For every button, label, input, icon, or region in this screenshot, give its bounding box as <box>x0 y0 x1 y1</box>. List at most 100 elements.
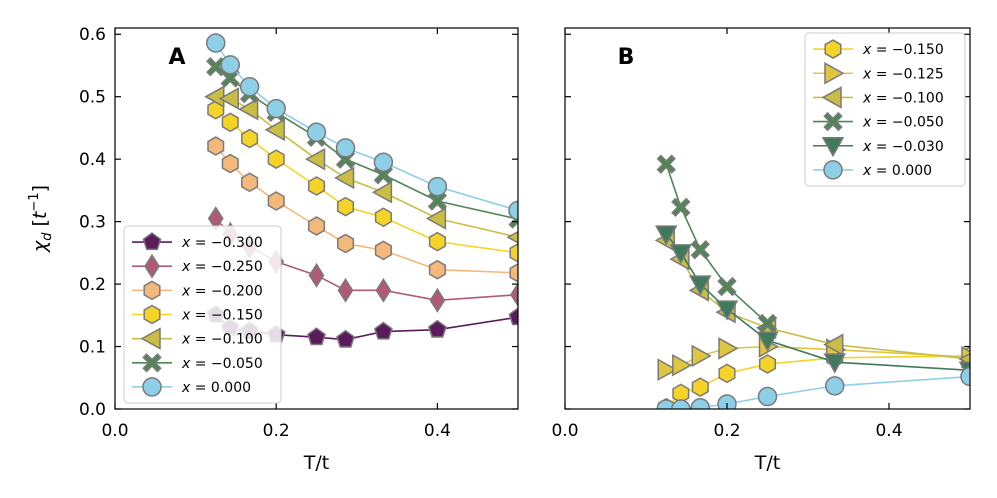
legend-label: x = −0.050 <box>181 356 263 372</box>
x-tick-label: 0.0 <box>551 421 578 441</box>
data-point <box>688 275 712 296</box>
data-point <box>267 191 285 211</box>
y-tick-label: 0.4 <box>79 150 106 170</box>
data-point <box>717 276 737 297</box>
series-line <box>665 233 970 372</box>
data-point <box>427 191 448 211</box>
data-point <box>267 149 285 170</box>
data-point <box>218 87 240 110</box>
legend: x = −0.150 x = −0.125 x = −0.100 x = −0.050… <box>804 32 966 187</box>
data-point <box>428 231 446 252</box>
data-point <box>221 153 239 174</box>
legend-entry: x = −0.100 <box>132 327 263 350</box>
data-point <box>241 128 259 149</box>
data-point <box>337 277 354 303</box>
data-point <box>757 386 778 407</box>
data-point <box>307 216 326 236</box>
data-point <box>206 33 226 53</box>
data-point <box>307 176 326 196</box>
data-point <box>241 172 259 193</box>
data-point <box>508 307 518 326</box>
data-point <box>308 262 325 288</box>
y-tick-label: 0.5 <box>79 88 106 108</box>
data-point <box>691 377 709 398</box>
axes-frame <box>564 27 971 410</box>
legend-entry: x = −0.125 <box>813 61 944 85</box>
legend-marker <box>142 377 162 397</box>
data-point <box>691 344 712 368</box>
legend: x = −0.300 x = −0.250 x = −0.200 x = −0.150… <box>123 225 282 404</box>
x-axis-label: T/t <box>754 452 780 474</box>
series-line <box>665 355 970 409</box>
panel-a: 0.0 0.2 0.4 0.0 0.1 0.2 0.3 0.4 0.5 0.6 T/t χd [t−1… <box>27 25 519 474</box>
series-6 <box>206 33 518 221</box>
legend-entry: x = −0.100 <box>813 86 944 109</box>
legend-label: x = −0.250 <box>181 259 263 275</box>
y-tick-label: 0.3 <box>79 213 106 233</box>
legend-entry: x = 0.000 <box>813 160 932 180</box>
data-point <box>207 136 225 156</box>
data-point <box>657 358 678 381</box>
data-point <box>717 394 737 409</box>
data-point <box>335 138 356 158</box>
y-tick-label: 0.6 <box>79 25 106 45</box>
data-point <box>715 300 739 321</box>
series-line <box>666 345 970 371</box>
data-point <box>336 329 355 348</box>
data-point <box>239 76 260 97</box>
legend-entry: x = −0.050 <box>132 353 263 373</box>
data-point <box>758 354 777 374</box>
plot-area <box>204 33 518 348</box>
data-point <box>509 262 518 283</box>
series-3 <box>207 99 518 263</box>
data-point <box>757 313 778 334</box>
legend-box <box>804 32 966 187</box>
data-point <box>671 399 691 409</box>
data-point <box>220 68 240 88</box>
data-point <box>266 98 286 119</box>
legend-marker <box>143 280 161 301</box>
data-point <box>506 230 518 244</box>
panel-label: B <box>618 45 635 70</box>
legend-label: x = 0.000 <box>181 380 251 396</box>
data-point <box>718 337 739 360</box>
x-tick-label: 0.2 <box>713 421 740 441</box>
series-1 <box>657 335 970 381</box>
data-point <box>375 277 392 303</box>
data-point <box>427 319 447 338</box>
series-line <box>215 95 518 239</box>
data-point <box>373 152 394 173</box>
legend-marker <box>821 137 845 158</box>
series-2 <box>207 136 518 283</box>
legend-entry: x = −0.250 <box>132 253 263 279</box>
data-point <box>654 225 678 246</box>
data-point <box>373 321 393 340</box>
legend-box <box>123 225 282 404</box>
legend-label: x = −0.300 <box>181 235 263 251</box>
legend-marker <box>821 86 842 109</box>
series-4 <box>204 85 518 244</box>
panel-label: A <box>168 45 185 70</box>
legend-label: x = −0.125 <box>862 66 944 82</box>
legend-label: x = −0.100 <box>862 90 944 106</box>
plot-area <box>654 154 970 409</box>
data-point <box>690 398 711 409</box>
y-axis-label: χd [t−1] <box>27 185 55 253</box>
data-point <box>510 282 518 308</box>
legend-marker <box>140 327 161 350</box>
data-point <box>508 200 518 221</box>
legend-marker <box>823 111 843 132</box>
x-tick-label: 0.4 <box>875 421 902 441</box>
legend-label: x = −0.030 <box>862 139 944 155</box>
x-tick-label: 0.4 <box>424 421 451 441</box>
data-point <box>371 180 393 204</box>
legend-marker <box>824 61 845 85</box>
legend-marker <box>823 160 843 180</box>
data-point <box>656 154 676 174</box>
data-point <box>656 399 676 409</box>
axes-frame <box>114 27 519 410</box>
legend-marker <box>142 353 162 373</box>
data-point <box>221 112 239 133</box>
legend-label: x = −0.050 <box>862 115 944 131</box>
data-point <box>374 240 392 261</box>
